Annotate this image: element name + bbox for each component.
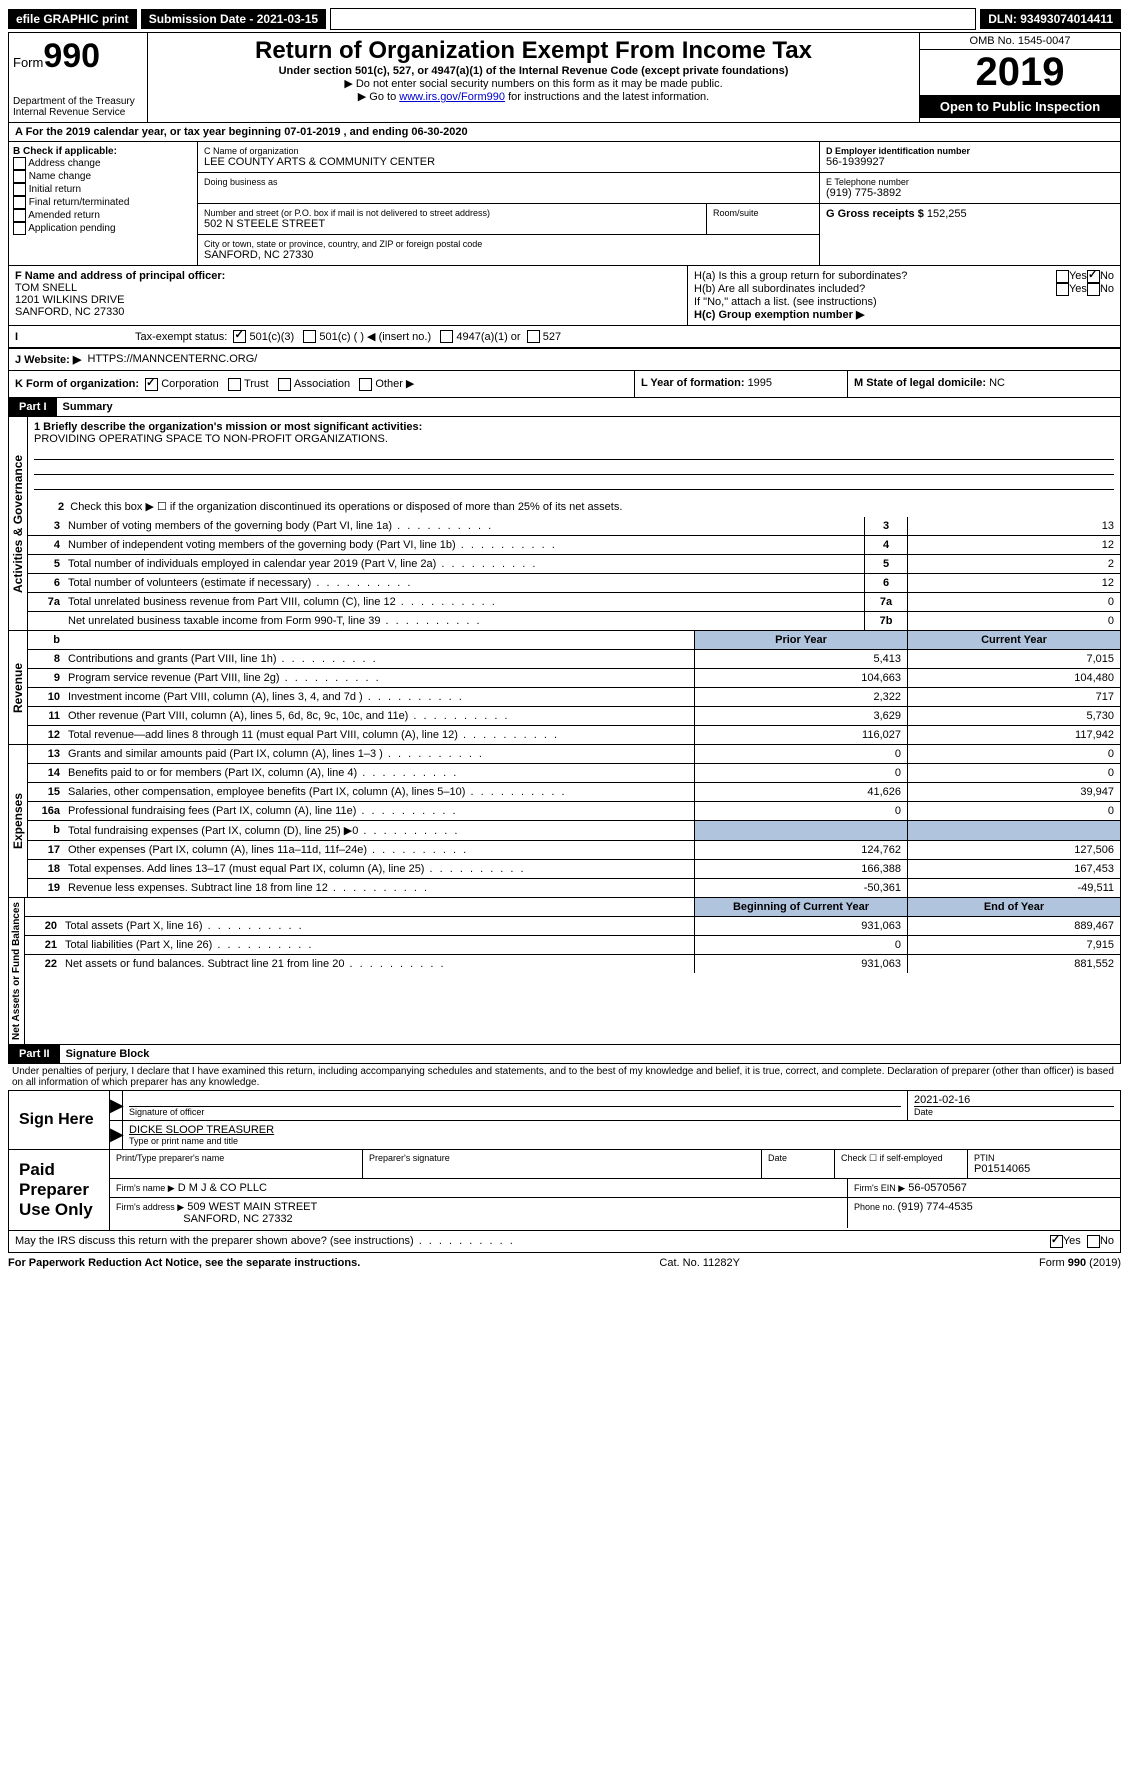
- form-id-box: Form990 Department of the Treasury Inter…: [9, 33, 148, 122]
- dept: Department of the Treasury Internal Reve…: [13, 96, 143, 118]
- section-h: H(a) Is this a group return for subordin…: [688, 266, 1120, 325]
- cb-corp[interactable]: [145, 378, 158, 391]
- cb-name[interactable]: [13, 170, 26, 183]
- discuss-row: May the IRS discuss this return with the…: [8, 1231, 1121, 1253]
- table-row: 15 Salaries, other compensation, employe…: [28, 783, 1120, 802]
- officer-name: DICKE SLOOP TREASURER: [129, 1124, 1114, 1136]
- spacer-box: [330, 8, 976, 30]
- sign-here: Sign Here ▶ Signature of officer 2021-02…: [8, 1090, 1121, 1150]
- revenue-table: Revenue b Prior Year Current Year 8 Cont…: [8, 631, 1121, 745]
- row-a: A For the 2019 calendar year, or tax yea…: [8, 123, 1121, 142]
- cb-final[interactable]: [13, 196, 26, 209]
- part1-header: Part I Summary: [8, 398, 1121, 417]
- cb-initial[interactable]: [13, 183, 26, 196]
- cb-trust[interactable]: [228, 378, 241, 391]
- gross-receipts: 152,255: [927, 208, 967, 220]
- table-row: Net unrelated business taxable income fr…: [28, 612, 1120, 630]
- ha-no[interactable]: [1087, 270, 1100, 283]
- dln-box: DLN: 93493074014411: [980, 9, 1121, 29]
- table-row: 20 Total assets (Part X, line 16) 931,06…: [25, 917, 1120, 936]
- table-row: 16a Professional fundraising fees (Part …: [28, 802, 1120, 821]
- paid-preparer: Paid Preparer Use Only Print/Type prepar…: [8, 1150, 1121, 1231]
- top-bar: efile GRAPHIC print Submission Date - 20…: [8, 8, 1121, 30]
- cb-pending[interactable]: [13, 222, 26, 235]
- table-row: 7a Total unrelated business revenue from…: [28, 593, 1120, 612]
- table-row: 5 Total number of individuals employed i…: [28, 555, 1120, 574]
- cb-501c[interactable]: [303, 330, 316, 343]
- cb-501c3[interactable]: [233, 330, 246, 343]
- section-b: B Check if applicable: Address change Na…: [9, 142, 198, 265]
- cb-address[interactable]: [13, 157, 26, 170]
- governance-table: Activities & Governance 1 Briefly descri…: [8, 417, 1121, 631]
- table-row: 21 Total liabilities (Part X, line 26) 0…: [25, 936, 1120, 955]
- cb-other[interactable]: [359, 378, 372, 391]
- section-c: C Name of organization LEE COUNTY ARTS &…: [198, 142, 820, 265]
- section-de: D Employer identification number 56-1939…: [820, 142, 1120, 265]
- header: Form990 Department of the Treasury Inter…: [8, 32, 1121, 123]
- declaration: Under penalties of perjury, I declare th…: [8, 1064, 1121, 1090]
- section-k: K Form of organization: Corporation Trus…: [9, 371, 635, 397]
- hb-no[interactable]: [1087, 283, 1100, 296]
- org-name: LEE COUNTY ARTS & COMMUNITY CENTER: [204, 156, 813, 168]
- table-row: 17 Other expenses (Part IX, column (A), …: [28, 841, 1120, 860]
- discuss-no[interactable]: [1087, 1235, 1100, 1248]
- title-box: Return of Organization Exempt From Incom…: [148, 33, 919, 122]
- table-row: 8 Contributions and grants (Part VIII, l…: [28, 650, 1120, 669]
- table-row: 10 Investment income (Part VIII, column …: [28, 688, 1120, 707]
- cb-527[interactable]: [527, 330, 540, 343]
- section-l: L Year of formation: 1995: [635, 371, 848, 397]
- mission: PROVIDING OPERATING SPACE TO NON-PROFIT …: [34, 433, 1114, 445]
- ha-yes[interactable]: [1056, 270, 1069, 283]
- section-f: F Name and address of principal officer:…: [9, 266, 688, 325]
- footer: For Paperwork Reduction Act Notice, see …: [8, 1253, 1121, 1273]
- cb-amended[interactable]: [13, 209, 26, 222]
- table-row: 9 Program service revenue (Part VIII, li…: [28, 669, 1120, 688]
- netassets-table: Net Assets or Fund Balances Beginning of…: [8, 898, 1121, 1045]
- street: 502 N STEELE STREET: [204, 218, 700, 230]
- discuss-yes[interactable]: [1050, 1235, 1063, 1248]
- subdate-box: Submission Date - 2021-03-15: [141, 9, 326, 29]
- part2-header: Part II Signature Block: [8, 1045, 1121, 1064]
- expenses-table: Expenses 13 Grants and similar amounts p…: [8, 745, 1121, 898]
- table-row: 11 Other revenue (Part VIII, column (A),…: [28, 707, 1120, 726]
- table-row: 13 Grants and similar amounts paid (Part…: [28, 745, 1120, 764]
- cb-assoc[interactable]: [278, 378, 291, 391]
- table-row: 12 Total revenue—add lines 8 through 11 …: [28, 726, 1120, 744]
- form-title: Return of Organization Exempt From Incom…: [152, 37, 915, 65]
- efile-box: efile GRAPHIC print: [8, 9, 137, 29]
- table-row: 14 Benefits paid to or for members (Part…: [28, 764, 1120, 783]
- table-row: 3 Number of voting members of the govern…: [28, 517, 1120, 536]
- website: HTTPS://MANNCENTERNC.ORG/: [87, 353, 257, 366]
- year-box: OMB No. 1545-0047 2019 Open to Public In…: [919, 33, 1120, 122]
- table-row: 22 Net assets or fund balances. Subtract…: [25, 955, 1120, 973]
- section-m: M State of legal domicile: NC: [848, 371, 1120, 397]
- phone: (919) 775-3892: [826, 187, 1114, 199]
- table-row: 19 Revenue less expenses. Subtract line …: [28, 879, 1120, 897]
- city: SANFORD, NC 27330: [204, 249, 813, 261]
- table-row: 4 Number of independent voting members o…: [28, 536, 1120, 555]
- irs-link[interactable]: www.irs.gov/Form990: [399, 91, 505, 103]
- cb-4947[interactable]: [440, 330, 453, 343]
- hb-yes[interactable]: [1056, 283, 1069, 296]
- table-row: 6 Total number of volunteers (estimate i…: [28, 574, 1120, 593]
- table-row: 18 Total expenses. Add lines 13–17 (must…: [28, 860, 1120, 879]
- table-row: b Total fundraising expenses (Part IX, c…: [28, 821, 1120, 841]
- ein: 56-1939927: [826, 156, 1114, 168]
